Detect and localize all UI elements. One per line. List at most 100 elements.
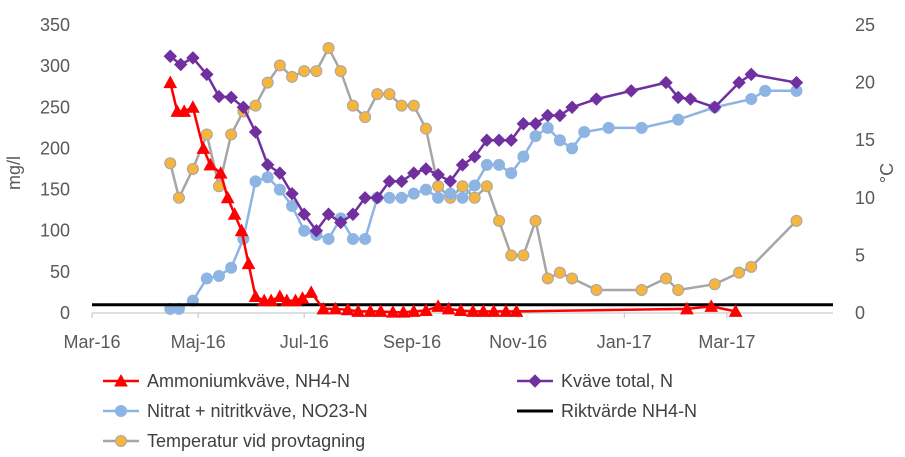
data-point [371, 88, 384, 101]
data-point [386, 305, 400, 318]
legend-swatch-marker [528, 374, 542, 388]
data-point [186, 51, 200, 65]
data-point [225, 128, 238, 141]
data-point [745, 93, 758, 106]
data-point [541, 272, 554, 285]
x-tick-label: Sep-16 [383, 332, 441, 352]
data-point [660, 272, 673, 285]
data-point [261, 171, 274, 184]
data-point [744, 67, 758, 82]
data-point [466, 304, 480, 317]
data-point [680, 301, 694, 315]
data-point [225, 261, 238, 274]
data-point [759, 84, 772, 97]
data-point [635, 121, 648, 134]
data-point [732, 75, 746, 90]
data-point [346, 207, 360, 221]
data-point [236, 100, 251, 114]
legend-item: Temperatur vid provtagning [103, 431, 365, 451]
data-point [486, 304, 501, 317]
data-point [328, 301, 343, 315]
y2-tick-label: 10 [855, 188, 875, 208]
series-line [169, 82, 736, 314]
series-layer [92, 42, 833, 318]
data-point [407, 187, 420, 200]
data-point [566, 272, 579, 285]
data-point [309, 224, 324, 238]
data-point [395, 99, 408, 112]
data-point [286, 200, 299, 213]
data-point [493, 158, 506, 171]
data-point [517, 249, 530, 262]
data-point [671, 90, 685, 105]
y2-tick-label: 5 [855, 245, 865, 265]
y-tick-label: 250 [40, 97, 70, 117]
x-tick-label: Nov-16 [489, 332, 547, 352]
legend-item: Nitrat + nitritkväve, NO23-N [103, 401, 368, 421]
data-point [672, 113, 685, 126]
data-point [733, 266, 746, 279]
data-point [213, 166, 228, 179]
y-axis-title: mg/l [4, 156, 24, 190]
data-point [358, 191, 372, 205]
data-point [260, 158, 275, 172]
data-point [453, 303, 468, 317]
data-point [334, 65, 347, 78]
legend-swatch-marker [115, 435, 127, 447]
data-point [200, 272, 213, 285]
data-point [249, 99, 262, 112]
data-point [476, 304, 491, 317]
data-point [249, 175, 262, 188]
data-point [248, 289, 263, 303]
data-point [553, 266, 566, 279]
data-point [200, 67, 214, 82]
data-point [468, 191, 481, 204]
y-tick-label: 350 [40, 15, 70, 35]
legend-label: Nitrat + nitritkväve, NO23-N [147, 401, 368, 421]
data-point [340, 302, 355, 316]
data-point [273, 183, 286, 196]
data-point [310, 65, 323, 78]
y2-axis-title: °C [877, 163, 897, 183]
y-tick-label: 150 [40, 180, 70, 200]
data-point [241, 256, 256, 270]
data-point [203, 157, 218, 171]
data-point [212, 269, 225, 282]
data-point [304, 285, 319, 298]
data-point [672, 283, 685, 296]
y2-tick-label: 15 [855, 130, 875, 150]
data-point [553, 134, 566, 147]
data-point [704, 299, 719, 312]
legend-swatch-marker [115, 405, 127, 417]
data-point [480, 180, 493, 193]
data-point [431, 168, 445, 182]
data-point [790, 214, 803, 227]
data-point [370, 191, 384, 205]
data-point [529, 214, 542, 227]
data-point [407, 166, 421, 180]
x-tick-label: Jul-16 [280, 332, 329, 352]
data-point [273, 289, 287, 303]
data-point [505, 167, 518, 180]
data-point [273, 166, 287, 180]
legend-label: Riktvärde NH4-N [561, 401, 697, 421]
data-point [298, 224, 311, 237]
data-point [279, 293, 294, 307]
data-point [396, 305, 411, 318]
data-point [163, 49, 177, 63]
data-point [227, 207, 242, 220]
series-1 [163, 49, 804, 238]
data-point [419, 183, 432, 196]
data-point [745, 260, 758, 273]
data-point [444, 187, 457, 200]
data-point [297, 207, 311, 221]
data-point [789, 75, 804, 90]
data-point [322, 42, 335, 55]
data-point [578, 125, 591, 138]
data-point [346, 232, 359, 245]
data-point [382, 174, 397, 189]
data-point [708, 100, 722, 114]
y2-tick-label: 20 [855, 73, 875, 93]
